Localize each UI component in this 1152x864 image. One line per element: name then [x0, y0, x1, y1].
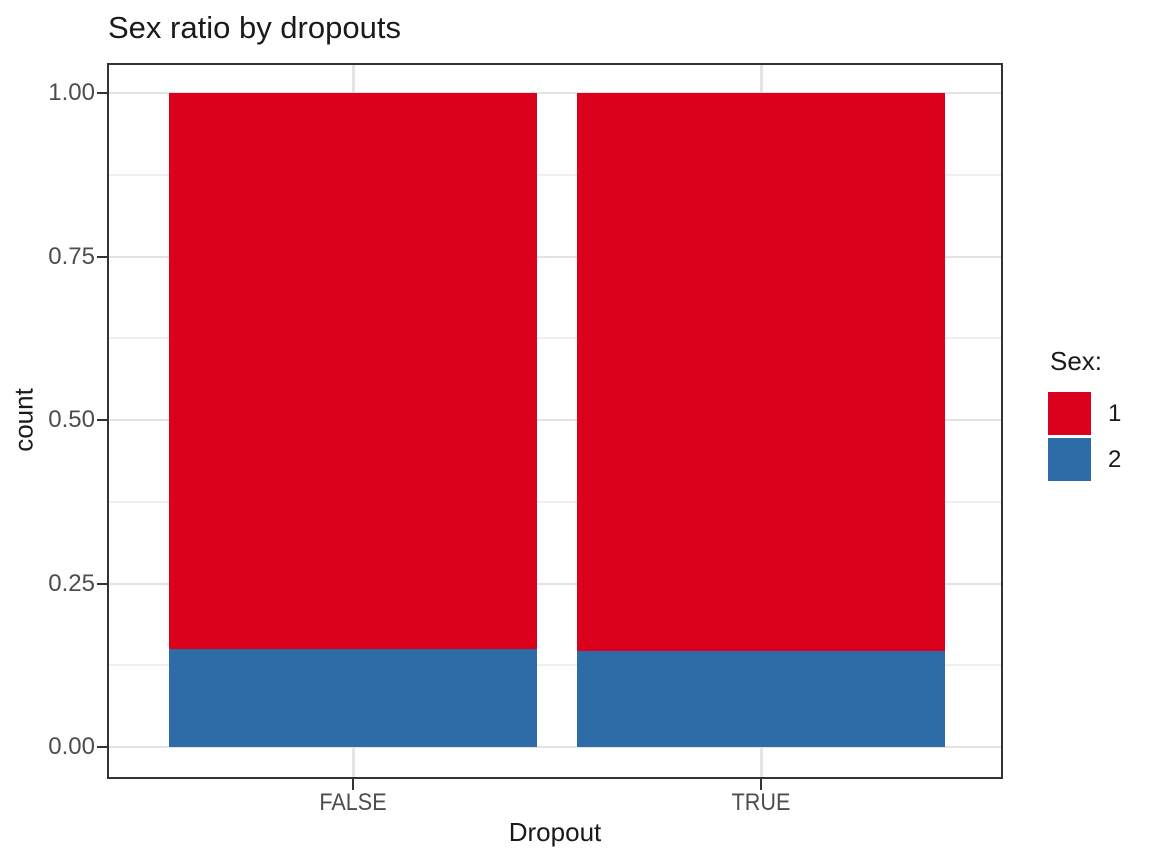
legend-item-label: 1 — [1108, 399, 1122, 427]
x-tick-mark — [352, 779, 354, 790]
legend-key-swatch — [1048, 392, 1091, 435]
legend-key-swatch — [1048, 438, 1091, 481]
gridline-minor — [107, 664, 1003, 667]
bar-segment-true-sex-1 — [577, 93, 945, 651]
bar-segment-false-sex-2 — [169, 648, 537, 747]
y-tick-mark — [97, 746, 107, 748]
gridline-major — [107, 746, 1003, 748]
y-tick-label: 0.75 — [48, 242, 95, 270]
gridline-major — [107, 255, 1003, 258]
x-tick-label-false: FALSE — [319, 789, 387, 816]
x-axis-title: Dropout — [508, 817, 602, 847]
legend-item-sex-1: 1 — [1048, 392, 1121, 435]
gridline-minor — [107, 173, 1003, 176]
legend-item-label: 2 — [1108, 445, 1122, 473]
x-tick-mark — [760, 779, 762, 790]
y-tick-mark — [97, 92, 107, 94]
y-tick-label: 0.50 — [48, 406, 95, 433]
y-tick-mark — [97, 582, 107, 585]
bar-segment-false-sex-1 — [169, 93, 537, 649]
y-tick-label: 0.00 — [48, 733, 95, 760]
plot-panel — [107, 63, 1003, 779]
legend-title: Sex: — [1050, 346, 1103, 376]
x-tick-label-true: TRUE — [731, 789, 791, 816]
y-tick-label: 1.00 — [48, 79, 95, 106]
gridline-minor — [107, 337, 1003, 340]
legend-item-sex-2: 2 — [1048, 438, 1121, 481]
y-tick-mark — [97, 419, 107, 421]
y-tick-mark — [97, 255, 107, 258]
gridline-major — [107, 92, 1003, 94]
y-tick-label: 0.25 — [48, 569, 95, 597]
gridline-major — [107, 419, 1003, 421]
chart-title: Sex ratio by dropouts — [108, 10, 401, 45]
gridline-major — [107, 582, 1003, 585]
bar-segment-true-sex-2 — [577, 650, 945, 747]
gridline-minor — [107, 500, 1003, 503]
